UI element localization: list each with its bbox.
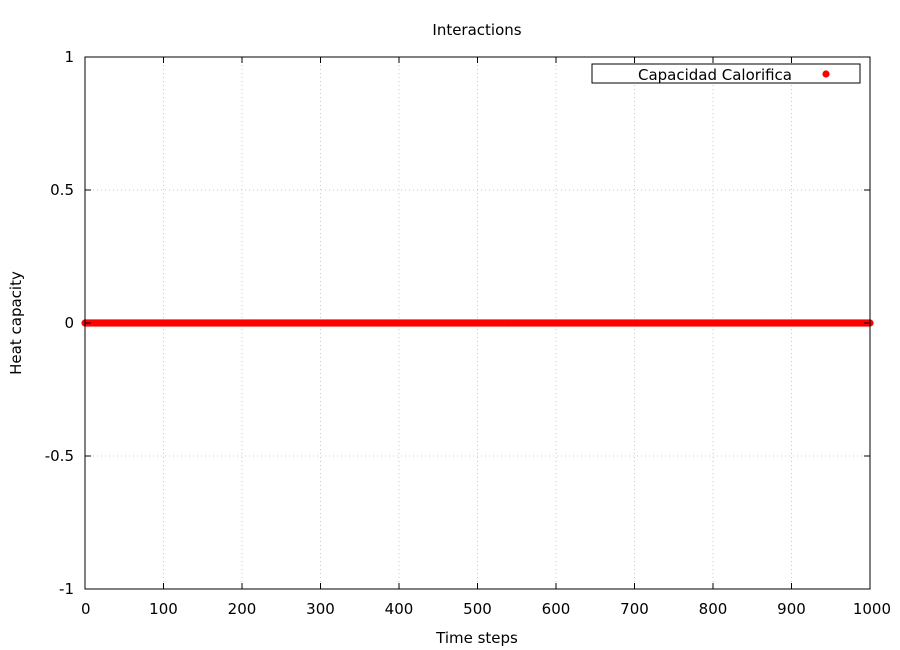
- x-tick-label: 0: [81, 600, 91, 618]
- x-tick-labels: 0 100 200 300 400 500 600 700 800 900 1000: [81, 600, 891, 618]
- x-tick-label: 900: [777, 600, 806, 618]
- series-capacidad-calorifica: [81, 319, 874, 327]
- x-axis-label: Time steps: [435, 629, 518, 647]
- x-tick-label: 200: [228, 600, 257, 618]
- x-tick-label: 1000: [853, 600, 891, 618]
- y-tick-label: 0: [64, 314, 74, 332]
- legend-box: [591, 63, 861, 84]
- x-tick-label: 800: [699, 600, 728, 618]
- x-tick-label: 600: [542, 600, 571, 618]
- x-tick-label: 500: [463, 600, 492, 618]
- x-tick-label: 700: [620, 600, 649, 618]
- legend: Capacidad Calorifica: [591, 63, 861, 84]
- legend-label: Capacidad Calorifica: [638, 66, 792, 84]
- y-tick-label: 1: [64, 48, 74, 66]
- chart-title: Interactions: [432, 21, 521, 39]
- y-tick-label: -1: [59, 580, 74, 598]
- x-tick-label: 100: [149, 600, 178, 618]
- y-tick-labels: -1 -0.5 0 0.5 1: [45, 48, 74, 598]
- x-tick-label: 400: [385, 600, 414, 618]
- legend-marker: [822, 70, 830, 78]
- y-axis-label: Heat capacity: [7, 271, 25, 375]
- y-tick-label: -0.5: [45, 447, 74, 465]
- axis-ticks: [84, 56, 871, 590]
- y-tick-label: 0.5: [50, 181, 74, 199]
- x-tick-label: 300: [306, 600, 335, 618]
